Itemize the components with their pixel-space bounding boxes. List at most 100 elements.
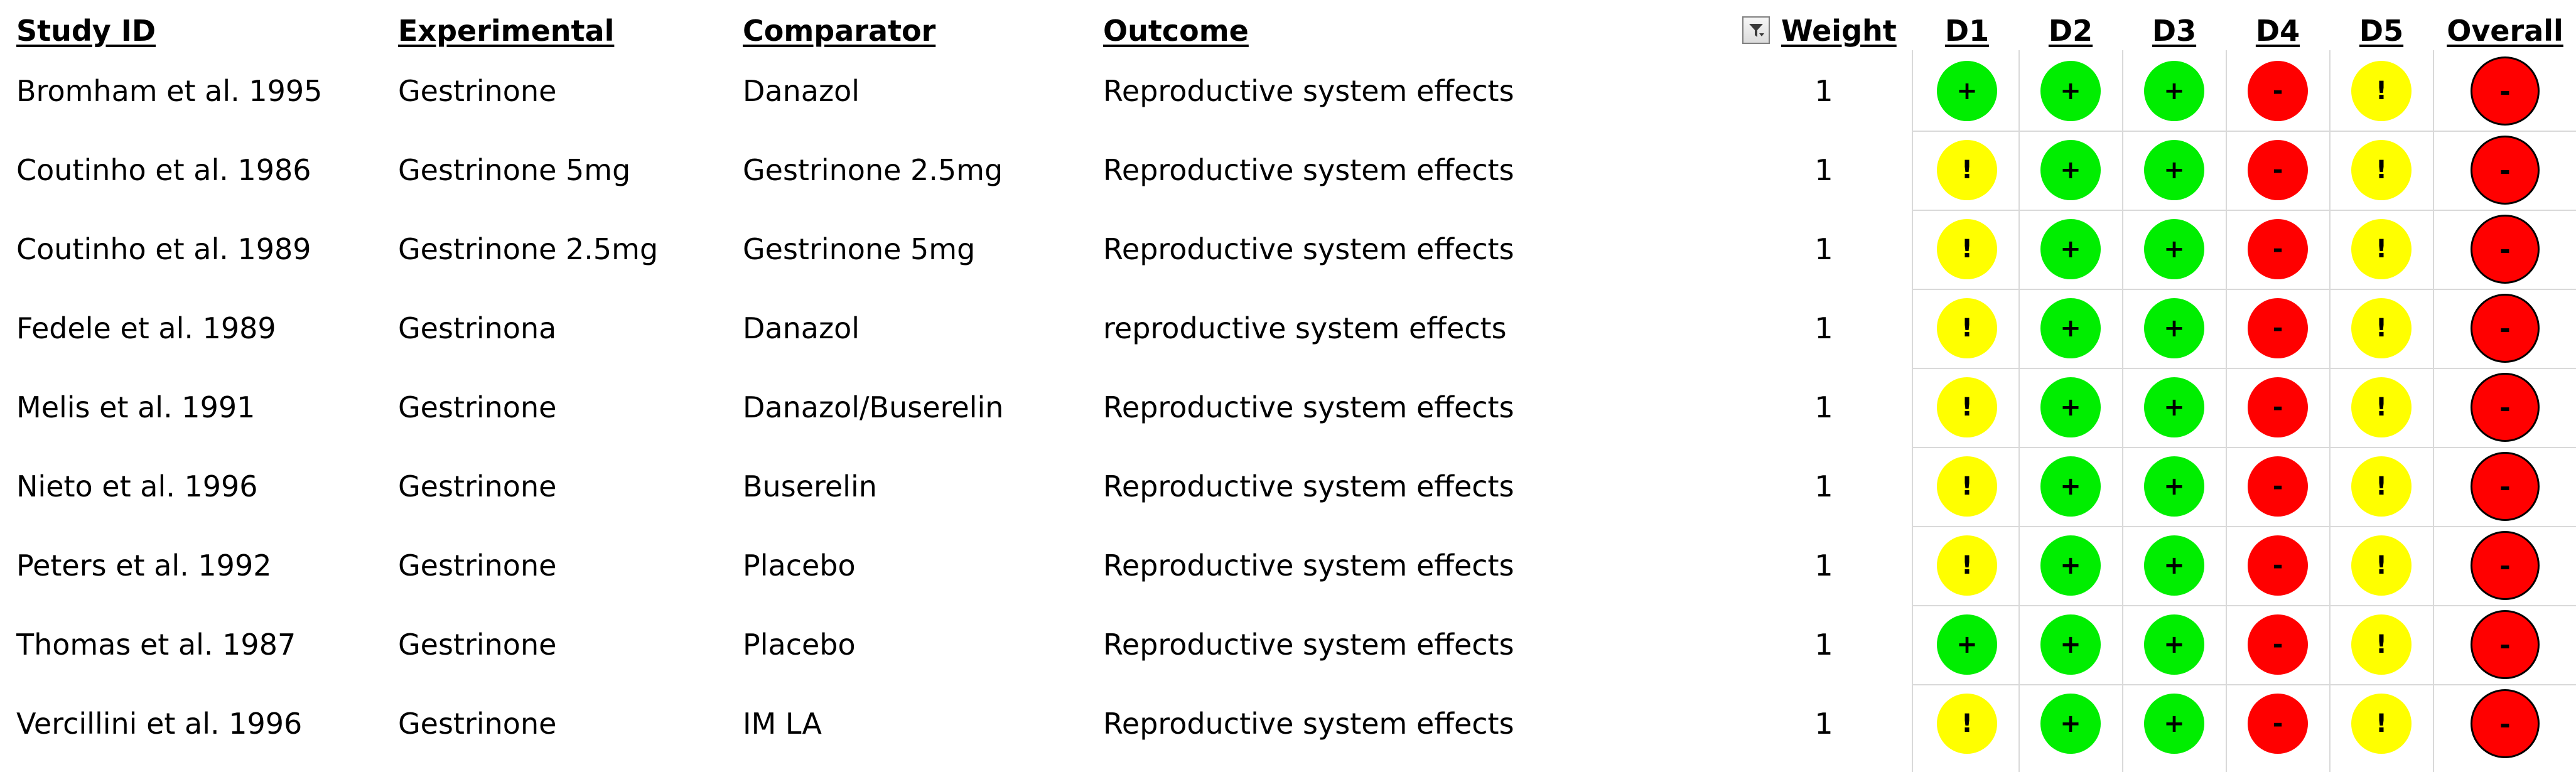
grid-line-vertical	[2433, 50, 2434, 772]
grid-line-vertical	[2226, 50, 2227, 772]
cell-weight: 1	[1814, 153, 1833, 187]
risk-d2-low-icon: +	[2040, 614, 2101, 675]
risk-overall-high-icon: -	[2471, 452, 2540, 521]
cell-weight: 1	[1814, 390, 1833, 424]
risk-d4-high-icon: -	[2248, 140, 2308, 200]
risk-d1-some-icon: !	[1937, 219, 1997, 279]
table-row: Peters et al. 1992 Gestrinone Placebo Repro…	[0, 526, 2576, 605]
risk-d5-some-icon: !	[2351, 298, 2412, 358]
risk-d4-high-icon: -	[2248, 377, 2308, 437]
risk-d5-some-icon: !	[2351, 377, 2412, 437]
cell-comparator: Gestrinone 2.5mg	[743, 153, 1003, 187]
risk-d2-low-icon: +	[2040, 140, 2101, 200]
risk-d1-low-icon: +	[1937, 61, 1997, 121]
risk-d4-high-icon: -	[2248, 694, 2308, 754]
risk-d5-some-icon: !	[2351, 694, 2412, 754]
cell-weight: 1	[1814, 628, 1833, 662]
filter-dropdown-button[interactable]	[1742, 16, 1770, 44]
risk-d1-some-icon: !	[1937, 456, 1997, 517]
grid-line-horizontal	[1912, 526, 2576, 527]
table-row: Vercillini et al. 1996 Gestrinone IM LA Rep…	[0, 684, 2576, 763]
cell-outcome: Reproductive system effects	[1103, 153, 1514, 187]
cell-experimental: Gestrinone	[398, 390, 557, 424]
grid-line-horizontal	[1912, 289, 2576, 290]
cell-study-id: Peters et al. 1992	[16, 549, 272, 582]
cell-study-id: Bromham et al. 1995	[16, 74, 323, 108]
risk-d5-some-icon: !	[2351, 219, 2412, 279]
risk-d5-some-icon: !	[2351, 456, 2412, 517]
risk-d2-low-icon: +	[2040, 61, 2101, 121]
filter-icon	[1749, 24, 1764, 37]
risk-d2-low-icon: +	[2040, 535, 2101, 596]
risk-d3-low-icon: +	[2144, 535, 2204, 596]
risk-d4-high-icon: -	[2248, 535, 2308, 596]
cell-outcome: Reproductive system effects	[1103, 469, 1514, 503]
cell-experimental: Gestrinone	[398, 469, 557, 503]
risk-d4-high-icon: -	[2248, 298, 2308, 358]
risk-d3-low-icon: +	[2144, 377, 2204, 437]
risk-d4-high-icon: -	[2248, 614, 2308, 675]
cell-comparator: Placebo	[743, 549, 856, 582]
risk-d1-low-icon: +	[1937, 614, 1997, 675]
table-row: Thomas et al. 1987 Gestrinone Placebo Repro…	[0, 605, 2576, 684]
cell-comparator: Placebo	[743, 628, 856, 662]
risk-d3-low-icon: +	[2144, 614, 2204, 675]
cell-comparator: Danazol/Buserelin	[743, 390, 1004, 424]
risk-d2-low-icon: +	[2040, 694, 2101, 754]
grid-line-vertical	[1912, 50, 1913, 772]
header-d5: D5	[2359, 14, 2404, 48]
header-experimental: Experimental	[398, 14, 615, 48]
cell-experimental: Gestrinone	[398, 74, 557, 108]
risk-overall-high-icon: -	[2471, 215, 2540, 284]
risk-d1-some-icon: !	[1937, 377, 1997, 437]
table-row: Fedele et al. 1989 Gestrinona Danazol repro…	[0, 289, 2576, 368]
header-d1: D1	[1944, 14, 1990, 48]
cell-study-id: Fedele et al. 1989	[16, 311, 276, 345]
risk-d1-some-icon: !	[1937, 535, 1997, 596]
cell-comparator: Danazol	[743, 74, 860, 108]
risk-d5-some-icon: !	[2351, 535, 2412, 596]
cell-study-id: Coutinho et al. 1989	[16, 232, 311, 266]
cell-experimental: Gestrinone 5mg	[398, 153, 631, 187]
cell-study-id: Coutinho et al. 1986	[16, 153, 311, 187]
risk-d4-high-icon: -	[2248, 219, 2308, 279]
risk-d1-some-icon: !	[1937, 694, 1997, 754]
risk-d4-high-icon: -	[2248, 456, 2308, 517]
cell-experimental: Gestrinone 2.5mg	[398, 232, 659, 266]
risk-d1-some-icon: !	[1937, 298, 1997, 358]
cell-comparator: IM LA	[743, 707, 822, 741]
grid-line-horizontal	[1912, 684, 2576, 685]
cell-outcome: Reproductive system effects	[1103, 549, 1514, 582]
risk-d5-some-icon: !	[2351, 140, 2412, 200]
header-study-id: Study ID	[16, 14, 156, 48]
header-d3: D3	[2152, 14, 2197, 48]
cell-weight: 1	[1814, 232, 1833, 266]
risk-d3-low-icon: +	[2144, 219, 2204, 279]
risk-overall-high-icon: -	[2471, 689, 2540, 758]
grid-line-horizontal	[1912, 210, 2576, 211]
grid-line-horizontal	[1912, 368, 2576, 369]
risk-d3-low-icon: +	[2144, 140, 2204, 200]
risk-d3-low-icon: +	[2144, 456, 2204, 517]
cell-outcome: Reproductive system effects	[1103, 232, 1514, 266]
cell-experimental: Gestrinone	[398, 549, 557, 582]
table-row: Coutinho et al. 1986 Gestrinone 5mg Gestri…	[0, 131, 2576, 210]
cell-study-id: Melis et al. 1991	[16, 390, 256, 424]
grid-line-horizontal	[1912, 605, 2576, 606]
risk-d3-low-icon: +	[2144, 61, 2204, 121]
grid-line-horizontal	[1912, 131, 2576, 132]
risk-overall-high-icon: -	[2471, 373, 2540, 442]
header-d4: D4	[2255, 14, 2300, 48]
cell-study-id: Vercillini et al. 1996	[16, 707, 303, 741]
cell-outcome: Reproductive system effects	[1103, 707, 1514, 741]
cell-outcome: reproductive system effects	[1103, 311, 1507, 345]
cell-weight: 1	[1814, 469, 1833, 503]
risk-overall-high-icon: -	[2471, 610, 2540, 679]
risk-d2-low-icon: +	[2040, 456, 2101, 517]
grid-line-horizontal	[1912, 447, 2576, 448]
cell-outcome: Reproductive system effects	[1103, 74, 1514, 108]
cell-experimental: Gestrinone	[398, 707, 557, 741]
cell-experimental: Gestrinone	[398, 628, 557, 662]
grid-line-vertical	[2018, 50, 2020, 772]
